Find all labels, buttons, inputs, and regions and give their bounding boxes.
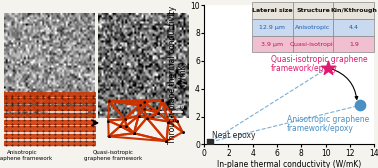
Text: Quasi-isotropic graphene: Quasi-isotropic graphene [271,55,367,64]
Text: Neat epoxy: Neat epoxy [212,131,256,140]
X-axis label: In-plane thermal conductivity (W/mK): In-plane thermal conductivity (W/mK) [217,160,361,168]
Point [325,66,331,69]
Text: Quasi-isotropic
graphene framework: Quasi-isotropic graphene framework [84,150,143,161]
Text: 3 μm: 3 μm [170,104,184,109]
Text: Anisotropic graphene: Anisotropic graphene [287,115,369,124]
Text: Anisotropic
graphene framework: Anisotropic graphene framework [0,150,52,161]
Text: framework/epoxy: framework/epoxy [271,64,338,73]
Point [207,141,213,143]
Text: 3 μm: 3 μm [76,104,90,109]
Text: framework/epoxy: framework/epoxy [287,124,353,133]
Point [356,104,363,107]
Y-axis label: Through-plane thermal conductivity
(W/mK): Through-plane thermal conductivity (W/mK… [168,6,187,144]
